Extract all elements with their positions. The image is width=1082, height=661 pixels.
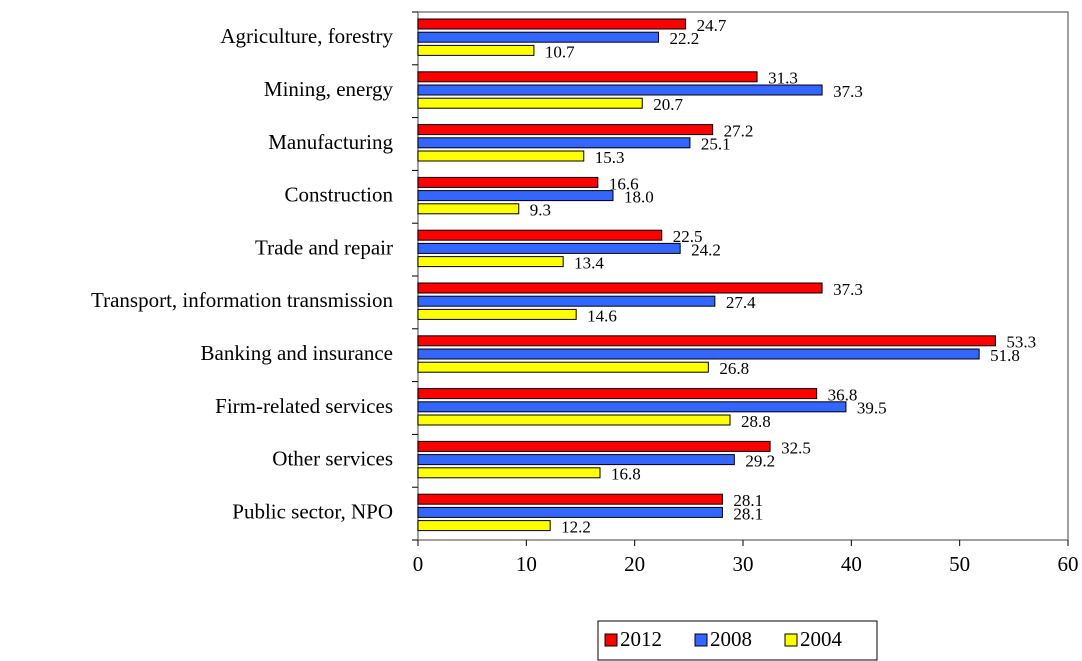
- value-label: 18.0: [624, 188, 654, 207]
- bar: [417, 335, 996, 347]
- bar: [417, 454, 735, 466]
- value-label: 9.3: [530, 201, 551, 220]
- bar: [417, 493, 723, 505]
- bar: [417, 84, 823, 96]
- legend-swatch: [784, 633, 798, 647]
- bar: [417, 348, 980, 360]
- x-tick-label: 50: [949, 552, 970, 576]
- y-tick-label: Agriculture, forestry: [220, 24, 393, 48]
- legend-label: 2004: [800, 627, 843, 651]
- y-tick-label: Firm-related services: [215, 394, 393, 418]
- bar: [417, 414, 731, 426]
- value-label: 10.7: [545, 42, 575, 61]
- bar: [417, 282, 823, 294]
- value-label: 14.6: [587, 306, 617, 325]
- value-label: 39.5: [857, 399, 887, 418]
- x-tick-label: 60: [1058, 552, 1079, 576]
- value-label: 16.6: [609, 174, 639, 193]
- bar: [417, 71, 758, 83]
- bar: [417, 203, 520, 215]
- value-label: 12.2: [561, 518, 591, 537]
- bar: [417, 97, 643, 109]
- x-tick-label: 20: [624, 552, 645, 576]
- value-label: 29.2: [745, 452, 775, 471]
- bar: [417, 520, 551, 532]
- bar: [417, 31, 659, 43]
- bar: [417, 308, 577, 320]
- value-label: 37.3: [833, 82, 863, 101]
- x-tick-label: 0: [413, 552, 424, 576]
- y-tick-label: Construction: [285, 183, 394, 207]
- bar: [417, 229, 663, 241]
- y-tick-label: Banking and insurance: [201, 341, 393, 365]
- value-label: 27.4: [726, 293, 756, 312]
- bar: [417, 176, 599, 188]
- value-label: 15.3: [595, 148, 625, 167]
- bar: [417, 124, 714, 136]
- y-tick-label: Manufacturing: [268, 130, 393, 154]
- bar: [417, 190, 614, 202]
- value-label: 53.3: [1006, 333, 1036, 352]
- bar: [417, 150, 585, 162]
- value-label: 24.2: [691, 240, 721, 259]
- bar: [417, 256, 564, 268]
- x-tick-label: 10: [516, 552, 537, 576]
- legend-label: 2008: [710, 627, 752, 651]
- bar: [417, 506, 723, 518]
- value-label: 37.3: [833, 280, 863, 299]
- bar: [417, 242, 681, 254]
- value-label: 16.8: [611, 465, 641, 484]
- bar: [417, 388, 818, 400]
- value-label: 25.1: [701, 135, 731, 154]
- value-label: 22.2: [670, 29, 700, 48]
- y-tick-label: Other services: [272, 447, 393, 471]
- value-label: 22.5: [673, 227, 703, 246]
- legend-swatch: [694, 633, 708, 647]
- value-label: 28.1: [733, 504, 763, 523]
- y-tick-label: Transport, information transmission: [91, 288, 393, 312]
- value-label: 31.3: [768, 69, 798, 88]
- x-tick-label: 40: [841, 552, 862, 576]
- bar: [417, 18, 687, 30]
- value-label: 32.5: [781, 438, 811, 457]
- x-tick-label: 30: [733, 552, 754, 576]
- value-label: 28.1: [733, 491, 763, 510]
- value-label: 36.8: [828, 386, 858, 405]
- y-tick-label: Trade and repair: [255, 235, 393, 259]
- value-label: 20.7: [653, 95, 683, 114]
- value-label: 27.2: [724, 122, 754, 141]
- bar: [417, 44, 535, 56]
- bar: [417, 467, 601, 479]
- y-tick-label: Public sector, NPO: [232, 499, 393, 523]
- bar: [417, 440, 771, 452]
- value-label: 51.8: [990, 346, 1020, 365]
- bar: [417, 137, 691, 149]
- bar: [417, 401, 847, 413]
- y-tick-label: Mining, energy: [264, 77, 394, 101]
- bar: [417, 295, 716, 307]
- legend-label: 2012: [620, 627, 662, 651]
- value-label: 13.4: [574, 254, 604, 273]
- value-label: 24.7: [697, 16, 727, 35]
- legend-swatch: [604, 633, 618, 647]
- value-label: 26.8: [719, 359, 749, 378]
- bar: [417, 361, 709, 373]
- value-label: 28.8: [741, 412, 771, 431]
- legend-box: [597, 620, 878, 661]
